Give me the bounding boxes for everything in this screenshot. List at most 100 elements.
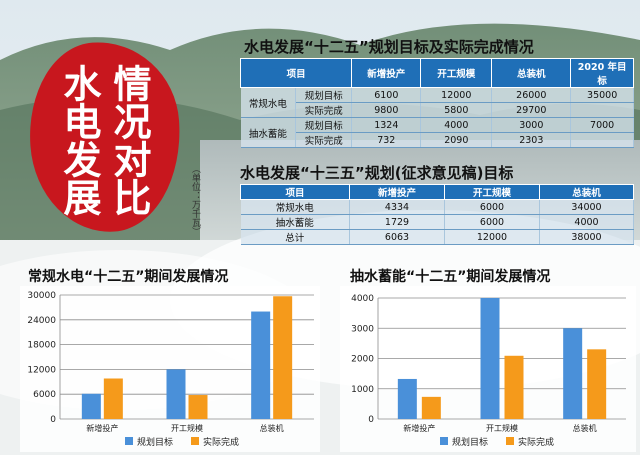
x-tick-label: 开工规模 <box>171 423 203 433</box>
table1-header-row: 项目 新增投产 开工规模 总装机 2020 年目标 <box>239 58 634 88</box>
table-row: 实际完成 732 2090 2303 <box>241 132 634 148</box>
legend-swatch <box>506 437 514 445</box>
y-tick-label: 30000 <box>27 291 56 301</box>
table2-cell: 34000 <box>539 199 634 215</box>
bar-actual <box>504 355 524 419</box>
table2-item-cell: 总计 <box>240 229 350 245</box>
seal-line2: 水电发展 <box>57 64 102 216</box>
table-row: 总计 6063 12000 38000 <box>240 229 634 245</box>
y-tick-label: 1000 <box>351 385 374 395</box>
y-tick-label: 0 <box>50 415 56 425</box>
table2-cell: 4334 <box>349 199 445 215</box>
seal-line1: 情况对比 <box>107 64 152 216</box>
bar-planned <box>166 369 186 419</box>
y-tick-label: 0 <box>368 415 374 425</box>
table2-cell: 6000 <box>444 214 540 230</box>
table-row: 抽水蓄能 1729 6000 4000 <box>240 214 634 230</box>
table1-cell: 1324 <box>351 117 422 133</box>
legend-label: 实际完成 <box>518 436 554 448</box>
table2-header-cell: 总装机 <box>539 184 634 200</box>
legend-swatch <box>125 437 133 445</box>
x-tick-label: 新增投产 <box>86 423 118 433</box>
bar-planned <box>397 378 417 419</box>
table1-item-cell: 实际完成 <box>295 102 353 118</box>
table1-cell: 2090 <box>420 132 493 148</box>
table-row: 常规水电 规划目标 6100 12000 26000 35000 <box>240 87 634 118</box>
bar-planned <box>480 298 500 419</box>
table1-cell: 26000 <box>491 87 572 103</box>
bar-actual <box>103 378 123 419</box>
y-tick-label: 24000 <box>27 316 56 326</box>
table1-group-cell: 常规水电 <box>240 87 297 118</box>
y-tick-label: 12000 <box>27 365 56 375</box>
table1-cell: 35000 <box>570 87 634 103</box>
table1-cell <box>570 102 634 118</box>
table1: 项目 新增投产 开工规模 总装机 2020 年目标 常规水电 规划目标 6100… <box>239 58 634 148</box>
table2-cell: 38000 <box>539 229 634 245</box>
table1-item-cell: 实际完成 <box>295 132 353 148</box>
table2-title: 水电发展“十三五”规划(征求意见稿)目标 <box>240 164 514 182</box>
table1-cell: 2303 <box>491 132 572 148</box>
bar-actual <box>421 396 441 419</box>
table2-header-cell: 新增投产 <box>349 184 445 200</box>
table1-cell: 7000 <box>570 117 634 133</box>
table2-header-cell: 开工规模 <box>444 184 540 200</box>
table2-cell: 12000 <box>444 229 540 245</box>
table2-cell: 6063 <box>349 229 445 245</box>
table1-title: 水电发展“十二五”规划目标及实际完成情况 <box>244 38 534 56</box>
x-tick-label: 新增投产 <box>403 423 435 433</box>
table1-cell: 6100 <box>351 87 422 103</box>
x-tick-label: 开工规模 <box>486 423 518 433</box>
chart1-title: 常规水电“十二五”期间发展情况 <box>28 269 229 285</box>
table2-item-cell: 抽水蓄能 <box>240 214 350 230</box>
y-tick-label: 6000 <box>33 390 56 400</box>
y-tick-label: 3000 <box>351 324 374 334</box>
table1-cell: 9800 <box>351 102 422 118</box>
table1-cell: 12000 <box>420 87 493 103</box>
table1-cell: 4000 <box>420 117 493 133</box>
bar-planned <box>563 328 583 419</box>
y-tick-label: 2000 <box>351 355 374 365</box>
unit-note: （单位：万千瓦） <box>190 164 200 236</box>
table1-header-cell: 项目 <box>239 58 353 88</box>
table-row: 实际完成 9800 5800 29700 <box>241 102 634 118</box>
table1-header-cell: 2020 年目标 <box>570 58 634 88</box>
table1-header-cell: 开工规模 <box>420 58 493 88</box>
table1-item-cell: 规划目标 <box>295 87 353 103</box>
table2-item-cell: 常规水电 <box>240 199 350 215</box>
table1-cell <box>570 132 634 148</box>
bar-actual <box>273 296 293 419</box>
bar-actual <box>587 349 607 419</box>
bar-planned <box>251 311 271 419</box>
table1-header-cell: 新增投产 <box>351 58 422 88</box>
legend-label: 实际完成 <box>203 436 239 448</box>
y-tick-label: 4000 <box>351 294 374 304</box>
table1-item-cell: 规划目标 <box>295 117 353 133</box>
table-row: 常规水电 4334 6000 34000 <box>240 199 634 215</box>
table2-header-cell: 项目 <box>240 184 350 200</box>
table1-header-cell: 总装机 <box>491 58 572 88</box>
table2-cell: 4000 <box>539 214 634 230</box>
table1-group-cell: 抽水蓄能 <box>240 117 297 148</box>
y-tick-label: 18000 <box>27 341 56 351</box>
legend-label: 规划目标 <box>452 436 488 448</box>
legend-label: 规划目标 <box>137 436 173 448</box>
legend-swatch <box>440 437 448 445</box>
chart1: 0 6000 12000 18000 24000 30000 新增投产 开工规模 总装机规划目标… <box>27 291 314 448</box>
bar-actual <box>188 395 208 419</box>
table1-cell: 732 <box>351 132 422 148</box>
table2: 项目 新增投产 开工规模 总装机 常规水电 4334 6000 34000 抽水… <box>240 184 634 245</box>
table-row: 抽水蓄能 规划目标 1324 4000 3000 7000 <box>240 117 634 148</box>
table2-cell: 6000 <box>444 199 540 215</box>
table1-cell: 3000 <box>491 117 572 133</box>
table2-cell: 1729 <box>349 214 445 230</box>
x-tick-label: 总装机 <box>573 423 597 433</box>
table1-cell: 29700 <box>491 102 572 118</box>
chart2-title: 抽水蓄能“十二五”期间发展情况 <box>350 269 551 285</box>
legend-swatch <box>191 437 199 445</box>
table1-cell: 5800 <box>420 102 493 118</box>
bar-planned <box>81 393 101 419</box>
x-tick-label: 总装机 <box>260 423 284 433</box>
table2-header-row: 项目 新增投产 开工规模 总装机 <box>240 184 634 200</box>
